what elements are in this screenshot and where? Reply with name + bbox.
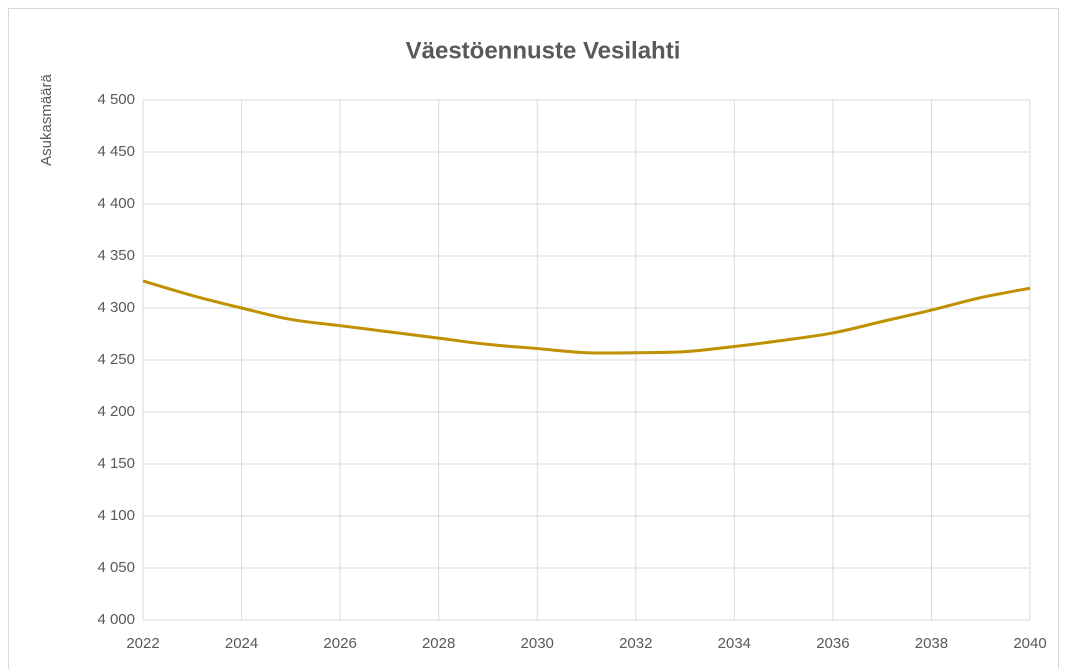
y-tick-label: 4 450 — [97, 143, 135, 160]
x-tick-label: 2024 — [225, 635, 258, 652]
x-tick-label: 2028 — [422, 635, 455, 652]
y-tick-label: 4 000 — [97, 611, 135, 628]
y-tick-label: 4 400 — [97, 195, 135, 212]
data-line — [142, 279, 1031, 355]
y-tick-label: 4 050 — [97, 559, 135, 576]
chart-frame — [8, 8, 1059, 669]
x-tick-label: 2036 — [816, 635, 849, 652]
x-tick-label: 2032 — [619, 635, 652, 652]
x-tick-label: 2030 — [521, 635, 554, 652]
x-tick-label: 2034 — [718, 635, 751, 652]
y-tick-label: 4 250 — [97, 351, 135, 368]
y-tick-label: 4 100 — [97, 507, 135, 524]
x-tick-label: 2026 — [323, 635, 356, 652]
y-tick-label: 4 300 — [97, 299, 135, 316]
x-tick-label: 2022 — [126, 635, 159, 652]
y-tick-label: 4 500 — [97, 91, 135, 108]
chart-title: Väestöennuste Vesilahti — [406, 37, 681, 64]
y-tick-label: 4 200 — [97, 403, 135, 420]
y-tick-label: 4 150 — [97, 455, 135, 472]
y-axis-label: Asukasmäärä — [38, 73, 55, 165]
x-tick-label: 2038 — [915, 635, 948, 652]
x-tick-label: 2040 — [1013, 635, 1046, 652]
y-tick-label: 4 350 — [97, 247, 135, 264]
